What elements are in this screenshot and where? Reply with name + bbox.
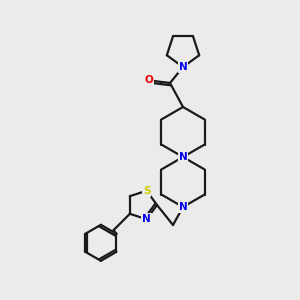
Text: N: N: [178, 202, 188, 212]
Text: O: O: [145, 75, 153, 85]
Text: S: S: [143, 186, 150, 196]
Text: N: N: [178, 62, 188, 72]
Text: N: N: [142, 214, 151, 224]
Text: N: N: [178, 152, 188, 162]
